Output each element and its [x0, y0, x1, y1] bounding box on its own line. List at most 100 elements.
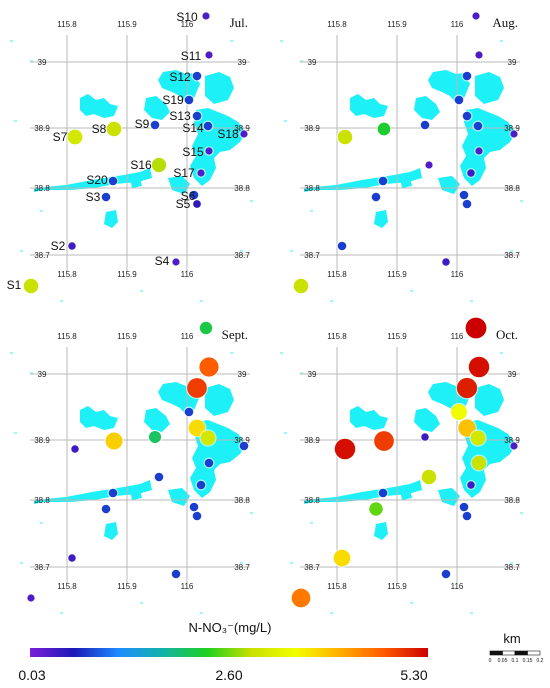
map-panels: 115.8 115.8 115.9 115.9 116 116 39 39 38.9 38.9 38…	[7, 10, 523, 614]
lat-tick-label: 38.9	[34, 124, 50, 133]
station-label-s6: S6	[181, 189, 196, 203]
station-point-s5	[462, 199, 472, 209]
station-label-s17: S17	[173, 166, 195, 180]
water-speckle	[10, 40, 13, 42]
water-body	[438, 176, 460, 194]
scale-tick-label: 0.2	[537, 658, 544, 664]
station-point-s16	[154, 472, 164, 482]
station-point-s18	[510, 442, 518, 450]
water-speckle	[20, 250, 23, 252]
water-speckle	[284, 432, 287, 434]
water-body	[80, 406, 118, 430]
station-point-s11	[475, 51, 483, 59]
lat-tick-label-right: 38.8	[504, 496, 520, 505]
station-point-s16	[421, 469, 437, 485]
water-speckle	[20, 562, 23, 564]
lon-tick-label-bottom: 116	[451, 582, 464, 591]
station-point-s12	[192, 71, 202, 81]
water-speckle	[60, 300, 63, 302]
station-point-s19	[454, 95, 464, 105]
water-speckle	[14, 120, 17, 122]
lat-tick-label: 38.8	[34, 184, 50, 193]
lon-tick-label: 115.8	[57, 332, 77, 341]
station-point-s2	[337, 241, 347, 251]
water-speckle	[230, 352, 233, 354]
station-point-s10	[465, 317, 487, 339]
lon-tick-label: 115.8	[327, 20, 347, 29]
station-label-s15: S15	[182, 145, 204, 159]
lat-tick-label: 39	[308, 58, 317, 67]
lon-tick-label-bottom: 115.8	[327, 582, 347, 591]
station-point-s15	[475, 147, 483, 155]
lat-tick-label-right: 39	[508, 370, 517, 379]
station-label-s2: S2	[51, 239, 66, 253]
water-speckle	[230, 40, 233, 42]
water-speckle	[140, 602, 143, 604]
station-point-s12	[462, 71, 472, 81]
water-speckle	[520, 512, 523, 514]
lat-tick-label-right: 38.7	[234, 251, 250, 260]
station-point-s13	[192, 111, 202, 121]
water-speckle	[510, 250, 513, 252]
lat-tick-label-right: 38.8	[234, 184, 250, 193]
station-point-s1	[291, 588, 311, 608]
map-panel-oct: 115.8 115.8 115.9 115.9 116 116 39 39 38.9 38.9 38…	[280, 316, 523, 614]
station-point-s18	[240, 130, 248, 138]
month-label: Oct.	[496, 327, 518, 342]
water-body	[414, 96, 440, 120]
station-label-s14: S14	[182, 121, 204, 135]
station-label-s10: S10	[176, 10, 198, 24]
lat-tick-label-right: 38.8	[234, 496, 250, 505]
station-point-s14	[470, 430, 486, 446]
lat-tick-label: 38.8	[304, 184, 320, 193]
station-point-s4	[442, 258, 450, 266]
station-point-s10	[199, 321, 213, 335]
station-point-s6	[459, 502, 469, 512]
water-speckle	[310, 210, 313, 212]
legend-title: N-NO₃⁻(mg/L)	[189, 620, 272, 635]
legend-max-label: 5.30	[400, 667, 427, 683]
month-label: Aug.	[492, 15, 518, 30]
station-label-s7: S7	[53, 130, 68, 144]
colorbar	[30, 648, 428, 657]
station-point-s8	[377, 122, 391, 136]
station-label-s9: S9	[135, 117, 150, 131]
water-body	[104, 522, 118, 540]
station-point-s18	[510, 130, 518, 138]
lat-tick-label-right: 38.9	[234, 436, 250, 445]
water-speckle	[470, 300, 473, 302]
station-point-s17	[467, 481, 475, 489]
station-point-s3	[101, 504, 111, 514]
lat-tick-label-right: 38.7	[234, 563, 250, 572]
water-speckle	[290, 562, 293, 564]
water-speckle	[330, 300, 333, 302]
water-speckle	[500, 40, 503, 42]
water-body	[205, 72, 234, 104]
water-speckle	[500, 352, 503, 354]
lat-tick-label-right: 39	[508, 58, 517, 67]
water-speckle	[10, 352, 13, 354]
water-body	[144, 96, 170, 120]
station-label-s8: S8	[92, 122, 107, 136]
map-panel-jul: 115.8 115.8 115.9 115.9 116 116 39 39 38.9 38.9 38…	[7, 10, 253, 302]
station-label-s5: S5	[176, 197, 191, 211]
water-body	[130, 178, 142, 188]
station-point-s9	[148, 430, 162, 444]
station-point-s5	[462, 511, 472, 521]
station-point-s9	[420, 120, 430, 130]
water-speckle	[240, 250, 243, 252]
water-speckle	[40, 522, 43, 524]
lat-tick-label-right: 38.7	[504, 251, 520, 260]
water-body	[438, 488, 460, 506]
station-point-s10	[472, 12, 480, 20]
station-point-s16	[425, 161, 433, 169]
station-point-s3	[101, 192, 111, 202]
water-speckle	[30, 372, 33, 374]
water-speckle	[510, 562, 513, 564]
water-speckle	[520, 200, 523, 202]
station-point-s11	[199, 357, 219, 377]
water-speckle	[200, 612, 203, 614]
station-point-s7	[71, 445, 79, 453]
station-point-s12	[456, 377, 478, 399]
